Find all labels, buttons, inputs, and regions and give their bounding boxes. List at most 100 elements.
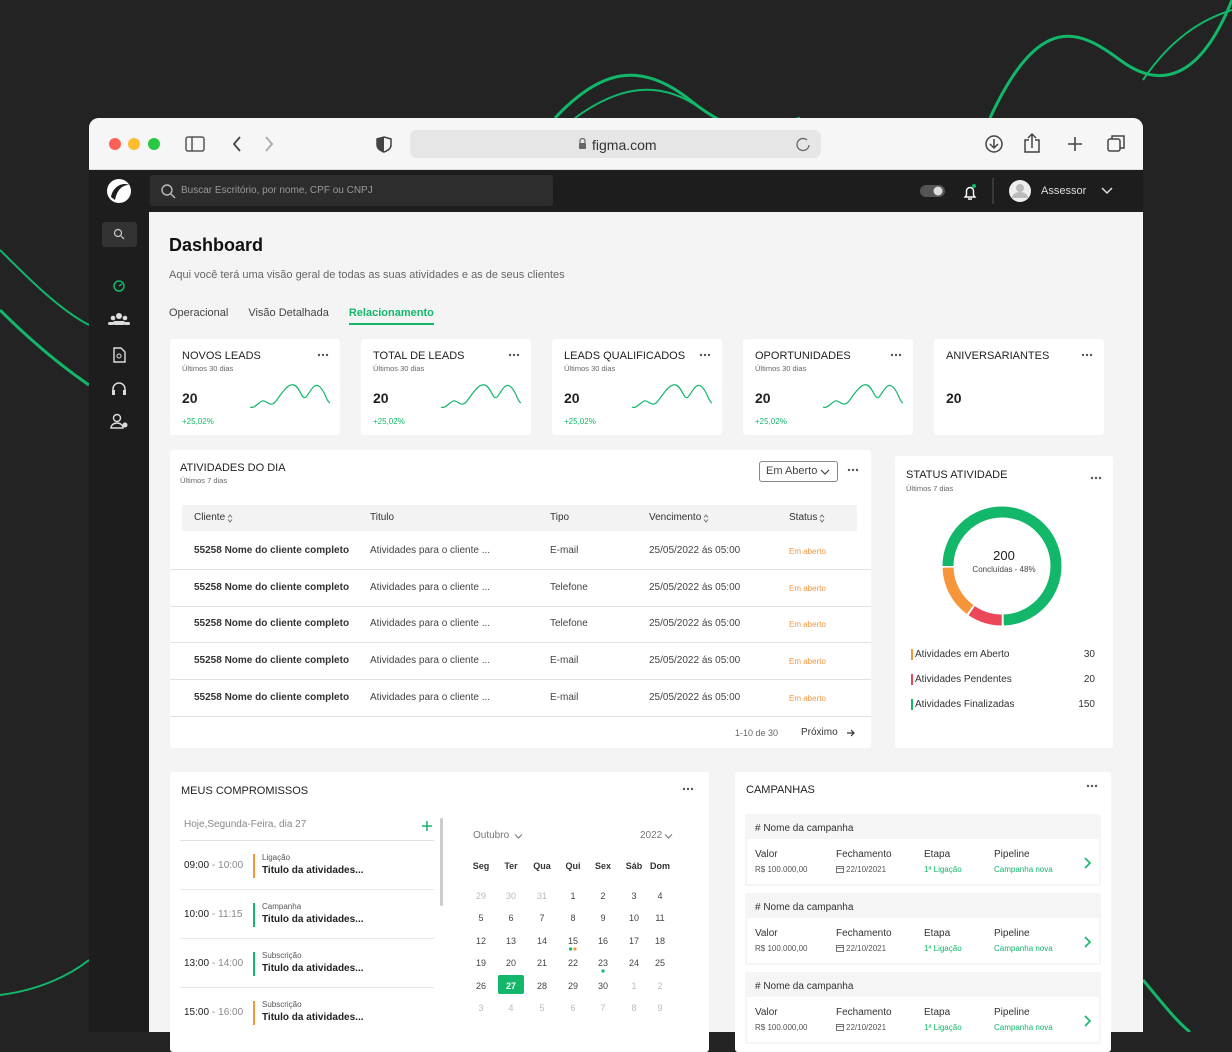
- calendar-day[interactable]: 23: [597, 958, 608, 969]
- legend-value: 30: [1083, 649, 1095, 660]
- add-button[interactable]: [421, 820, 433, 832]
- weekday-label: Qui: [565, 861, 581, 871]
- more-menu[interactable]: [846, 467, 860, 473]
- column-header[interactable]: Titulo: [370, 512, 395, 523]
- table-cell: Em aberto: [789, 547, 826, 556]
- calendar-day[interactable]: 10: [628, 913, 639, 924]
- calendar-day[interactable]: 15: [567, 935, 578, 946]
- donut-center-label: Concluídas - 48%: [972, 565, 1036, 574]
- calendar-day[interactable]: 31: [536, 891, 547, 901]
- calendar-day[interactable]: 22: [567, 958, 578, 969]
- calendar-day[interactable]: 30: [597, 980, 608, 991]
- calendar-day[interactable]: 7: [600, 1003, 606, 1013]
- open-campaign[interactable]: [1083, 935, 1093, 949]
- column-header[interactable]: Vencimento: [649, 512, 702, 523]
- calendar-day[interactable]: 2: [657, 980, 663, 991]
- appointment-title[interactable]: Titulo da atividades...: [262, 1012, 364, 1023]
- calendar-day[interactable]: 5: [478, 913, 484, 924]
- calendar-day[interactable]: 18: [654, 935, 665, 946]
- tab[interactable]: Operacional: [169, 307, 229, 319]
- calendar-day[interactable]: 26: [475, 980, 486, 991]
- calendar-day[interactable]: 8: [631, 1003, 637, 1013]
- calendar-month[interactable]: Outubro: [473, 830, 510, 841]
- calendar-day[interactable]: 24: [628, 958, 639, 969]
- calendar-day[interactable]: 17: [628, 935, 639, 946]
- calendar-day[interactable]: 6: [570, 1003, 576, 1013]
- calendar-year[interactable]: 2022: [640, 830, 663, 841]
- calendar-day[interactable]: 11: [655, 913, 665, 924]
- calendar-day[interactable]: 29: [475, 891, 486, 901]
- calendar-day[interactable]: 5: [539, 1003, 545, 1013]
- more-menu[interactable]: [698, 352, 712, 358]
- legend-swatch: [911, 699, 913, 710]
- activities-card: ATIVIDADES DO DIA Últimos 7 dias Em Aberto…: [170, 450, 871, 748]
- calendar-day[interactable]: 4: [657, 891, 663, 901]
- calendar-day[interactable]: 12: [475, 935, 486, 946]
- legend-label: Atividades Finalizadas: [915, 699, 1015, 710]
- field-label: Valor: [755, 1007, 778, 1018]
- table-header: [182, 505, 857, 531]
- calendar-day[interactable]: 7: [539, 913, 545, 924]
- user-name[interactable]: Assessor: [1041, 185, 1087, 197]
- field-label: Pipeline: [994, 1007, 1030, 1018]
- calendar-day[interactable]: 2: [600, 891, 606, 901]
- calendar-day[interactable]: 1: [631, 980, 637, 991]
- calendar-day[interactable]: 28: [536, 980, 547, 991]
- kpi-change: +25,02%: [755, 417, 787, 426]
- appointment-title[interactable]: Titulo da atividades...: [262, 865, 364, 876]
- column-header[interactable]: Tipo: [550, 512, 570, 523]
- more-menu[interactable]: [889, 352, 903, 358]
- more-menu[interactable]: [1080, 352, 1094, 358]
- kpi-card: ANIVERSARIANTES 20: [934, 339, 1104, 435]
- calendar-day[interactable]: 9: [657, 1003, 663, 1013]
- calendar-day[interactable]: 3: [478, 1003, 484, 1013]
- more-menu[interactable]: [507, 352, 521, 358]
- column-header[interactable]: Cliente: [194, 512, 226, 523]
- calendar-day[interactable]: 6: [508, 913, 514, 924]
- calendar-day[interactable]: 19: [475, 958, 486, 969]
- calendar-day[interactable]: 13: [505, 935, 516, 946]
- appointment-start: 09:00: [184, 860, 210, 871]
- more-menu[interactable]: [681, 786, 695, 792]
- open-campaign[interactable]: [1083, 1014, 1093, 1028]
- page-subtitle: Aqui você terá uma visão geral de todas …: [169, 269, 565, 281]
- tab[interactable]: Visão Detalhada: [248, 307, 329, 319]
- calendar-day[interactable]: 14: [536, 935, 547, 946]
- field-label: Valor: [755, 928, 778, 939]
- url[interactable]: figma.com: [592, 137, 657, 153]
- event-dots: [568, 947, 577, 951]
- calendar-day[interactable]: 25: [654, 958, 665, 969]
- calendar-day[interactable]: 29: [567, 980, 578, 991]
- table-cell: Em aberto: [789, 693, 826, 703]
- table-cell: 25/05/2022 ás 05:00: [649, 618, 741, 630]
- calendar-day[interactable]: 9: [600, 913, 606, 924]
- open-campaign[interactable]: [1083, 856, 1093, 870]
- appointment-title[interactable]: Titulo da atividades...: [262, 914, 364, 925]
- calendar-day[interactable]: 30: [505, 891, 516, 901]
- calendar-day[interactable]: 4: [508, 1003, 514, 1013]
- dropdown-icon: [664, 834, 673, 839]
- more-menu[interactable]: [316, 352, 330, 358]
- column-header[interactable]: Status: [789, 512, 818, 523]
- field-value: 1ª Ligação: [924, 944, 962, 953]
- sparkline: [631, 384, 713, 408]
- calendar-day[interactable]: 27: [505, 980, 516, 991]
- more-menu[interactable]: [1089, 475, 1103, 481]
- next-arrow[interactable]: [846, 728, 856, 738]
- status-filter[interactable]: Em Aberto: [759, 461, 839, 482]
- table-cell: Em aberto: [789, 620, 826, 630]
- tab[interactable]: Relacionamento: [348, 307, 434, 325]
- calendar-day[interactable]: 16: [597, 935, 608, 946]
- more-menu[interactable]: [1085, 783, 1099, 789]
- calendar-day[interactable]: 21: [536, 958, 547, 969]
- calendar-day[interactable]: 3: [631, 891, 637, 901]
- calendar-day[interactable]: 20: [505, 958, 516, 969]
- calendar-day[interactable]: 8: [570, 913, 576, 924]
- calendar-day[interactable]: 1: [570, 891, 576, 901]
- appointment-bar: [253, 903, 255, 927]
- next-page[interactable]: Próximo: [801, 727, 838, 738]
- search-input[interactable]: Buscar Escritório, por nome, CPF ou CNPJ: [181, 185, 373, 196]
- today-label: Hoje,Segunda-Feira, dia 27: [184, 819, 307, 830]
- appointment-type: Ligação: [262, 853, 291, 862]
- appointment-title[interactable]: Titulo da atividades...: [262, 963, 364, 974]
